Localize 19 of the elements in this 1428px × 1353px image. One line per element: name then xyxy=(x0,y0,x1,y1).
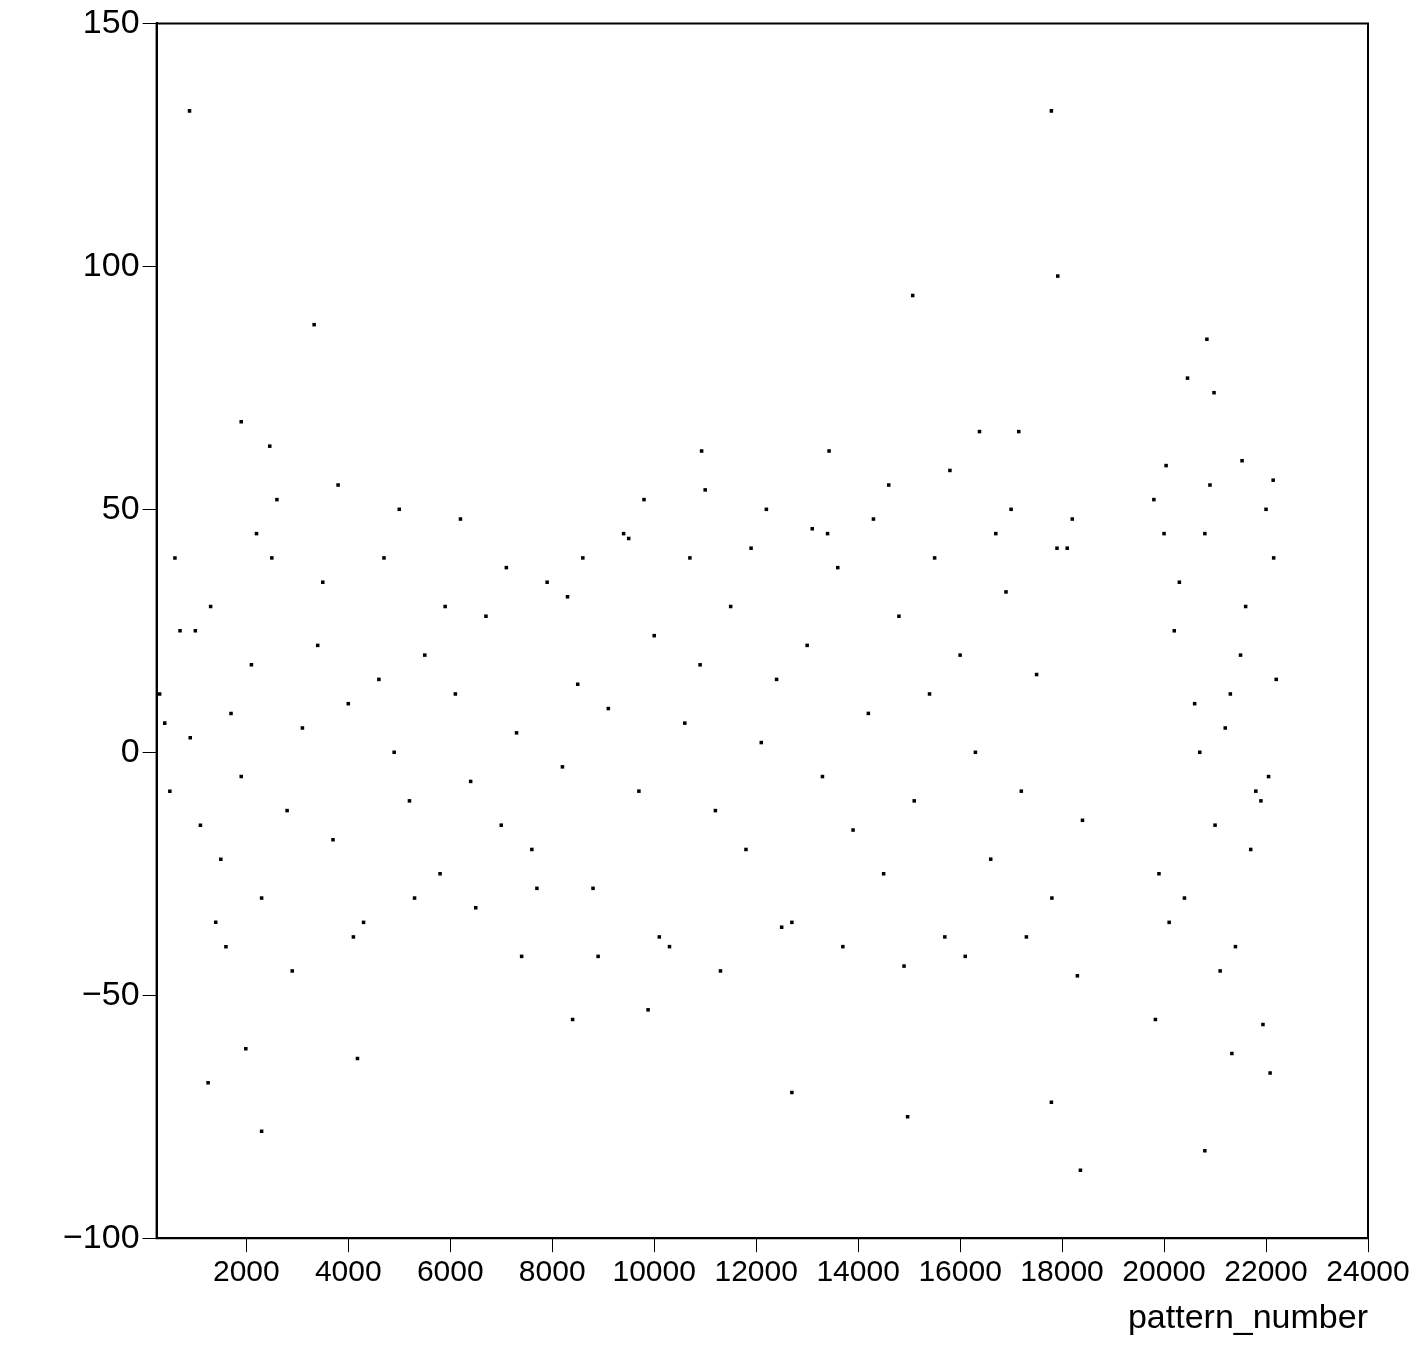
x-tick-label: 20000 xyxy=(1122,1254,1206,1288)
x-tick-label: 12000 xyxy=(714,1254,798,1288)
x-tick-label: 4000 xyxy=(314,1254,382,1288)
x-tick-label: 14000 xyxy=(816,1254,900,1288)
x-tick-label: 22000 xyxy=(1224,1254,1308,1288)
x-tick-label: 6000 xyxy=(416,1254,484,1288)
y-tick-label: 150 xyxy=(82,1,140,40)
x-tick-label: 24000 xyxy=(1326,1254,1410,1288)
x-tick-label: 16000 xyxy=(918,1254,1002,1288)
y-tick-label: −50 xyxy=(81,973,140,1012)
x-axis-title: pattern_number xyxy=(1127,1296,1368,1335)
x-tick-label: 8000 xyxy=(518,1254,586,1288)
x-tick-label: 2000 xyxy=(212,1254,280,1288)
y-tick-label: −100 xyxy=(62,1216,140,1255)
y-tick-label: 50 xyxy=(101,487,140,526)
y-tick-label: 100 xyxy=(82,244,140,283)
y-tick-label: 0 xyxy=(120,730,140,769)
x-tick-label: 10000 xyxy=(612,1254,696,1288)
x-tick-label: 18000 xyxy=(1020,1254,1104,1288)
